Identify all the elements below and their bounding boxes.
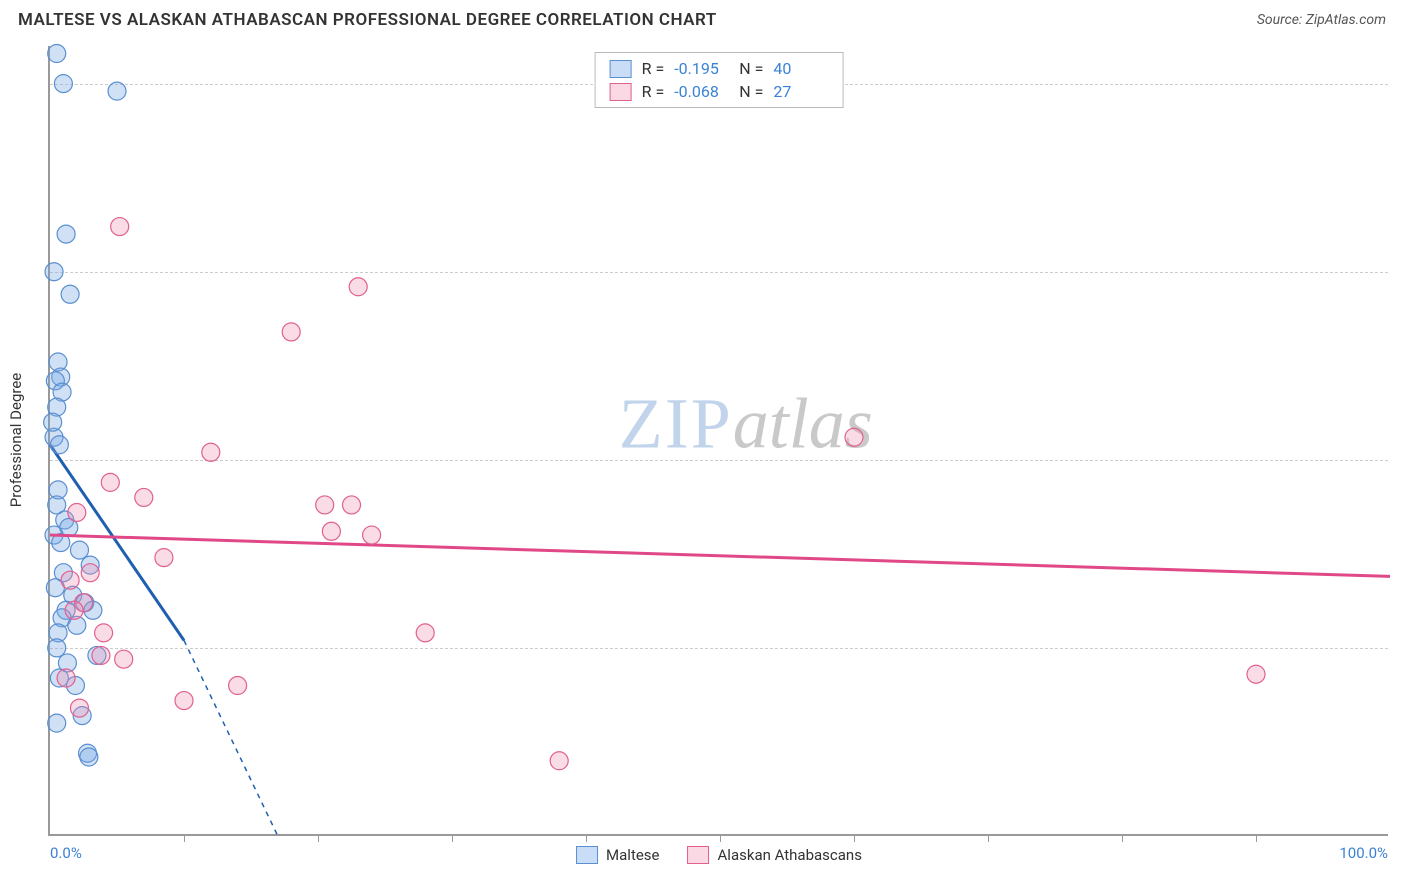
legend-correlation-row: R = -0.068 N = 27 (610, 80, 829, 103)
y-tick-label: 5.0% (1396, 451, 1406, 469)
y-tick-label: 7.5% (1396, 263, 1406, 281)
legend-n-value: 27 (773, 82, 828, 101)
data-point (108, 82, 126, 100)
x-tick (720, 834, 721, 842)
data-point (155, 549, 173, 567)
y-tick-label: 2.5% (1396, 639, 1406, 657)
legend-n-label: N = (739, 82, 763, 101)
data-point (363, 526, 381, 544)
data-point (68, 503, 86, 521)
legend-r-value: -0.195 (674, 59, 729, 78)
data-point (550, 752, 568, 770)
data-point (115, 650, 133, 668)
data-point (95, 624, 113, 642)
legend-n-label: N = (739, 59, 763, 78)
legend-series-item: Maltese (576, 846, 659, 864)
x-axis-max-label: 100.0% (1339, 844, 1388, 862)
data-point (202, 443, 220, 461)
data-point (65, 601, 83, 619)
data-point (48, 45, 66, 63)
legend-swatch (610, 60, 632, 78)
legend-r-value: -0.068 (674, 82, 729, 101)
x-axis-min-label: 0.0% (50, 844, 82, 862)
legend-swatch (610, 83, 632, 101)
legend-n-value: 40 (773, 59, 828, 78)
data-point (845, 428, 863, 446)
y-tick-label: 10.0% (1396, 75, 1406, 93)
legend-series-label: Maltese (606, 846, 659, 864)
plot-region: Professional Degree 2.5%5.0%7.5%10.0% ZI… (48, 46, 1388, 836)
x-tick (854, 834, 855, 842)
data-point (80, 748, 98, 766)
data-point (48, 714, 66, 732)
legend-correlation-row: R = -0.195 N = 40 (610, 57, 829, 80)
data-point (57, 669, 75, 687)
legend-r-label: R = (642, 59, 665, 78)
source-label: Source: ZipAtlas.com (1257, 12, 1386, 28)
data-point (343, 496, 361, 514)
legend-swatch (688, 846, 710, 864)
data-point (57, 225, 75, 243)
data-point (135, 488, 153, 506)
x-tick (184, 834, 185, 842)
scatter-plot-svg (50, 46, 1388, 834)
legend-correlation: R = -0.195 N = 40 R = -0.068 N = 27 (595, 52, 844, 108)
data-point (92, 646, 110, 664)
legend-swatch (576, 846, 598, 864)
chart-title: MALTESE VS ALASKAN ATHABASCAN PROFESSION… (18, 10, 717, 30)
data-point (61, 285, 79, 303)
legend-series-item: Alaskan Athabascans (688, 846, 862, 864)
data-point (349, 278, 367, 296)
data-point (81, 564, 99, 582)
data-point (175, 692, 193, 710)
data-point (45, 263, 63, 281)
data-point (48, 639, 66, 657)
legend-series: Maltese Alaskan Athabascans (576, 846, 862, 864)
x-tick (586, 834, 587, 842)
data-point (229, 677, 247, 695)
data-point (101, 473, 119, 491)
data-point (61, 571, 79, 589)
data-point (70, 541, 88, 559)
chart-area: Professional Degree 2.5%5.0%7.5%10.0% ZI… (48, 46, 1388, 836)
x-tick (1122, 834, 1123, 842)
data-point (50, 436, 68, 454)
x-tick (988, 834, 989, 842)
y-axis-title: Professional Degree (7, 373, 25, 508)
data-point (70, 699, 88, 717)
regression-line (50, 535, 1390, 576)
data-point (316, 496, 334, 514)
data-point (111, 218, 129, 236)
data-point (1247, 665, 1265, 683)
regression-line-extrapolated (184, 640, 278, 836)
x-tick (1256, 834, 1257, 842)
x-tick (318, 834, 319, 842)
data-point (416, 624, 434, 642)
legend-series-label: Alaskan Athabascans (718, 846, 862, 864)
data-point (322, 522, 340, 540)
data-point (44, 413, 62, 431)
data-point (54, 75, 72, 93)
data-point (282, 323, 300, 341)
legend-r-label: R = (642, 82, 665, 101)
x-tick (452, 834, 453, 842)
